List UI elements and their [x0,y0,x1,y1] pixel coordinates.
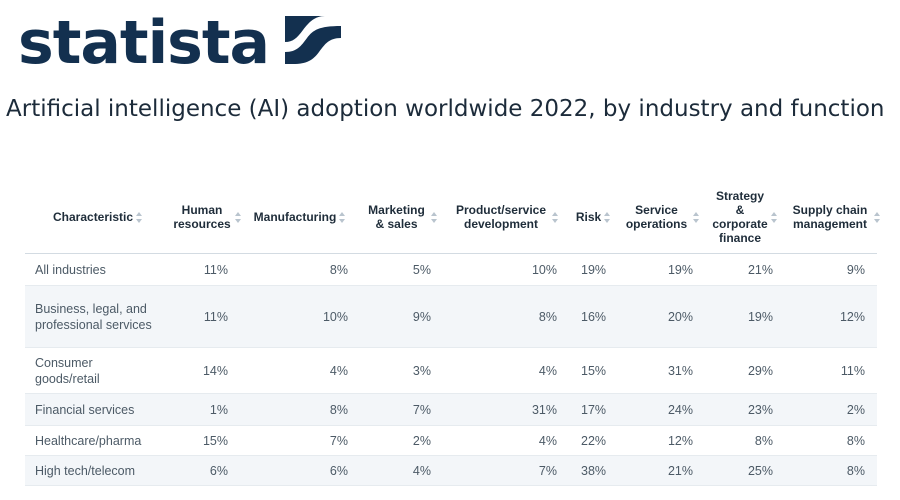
brand-wordmark: statista [18,8,270,78]
table-cell: 11% [168,253,240,286]
table-cell: 19% [618,253,705,286]
table-cell: 20% [618,285,705,348]
table-cell: 38% [569,455,618,486]
column-header-label: Manufacturing [253,210,337,224]
column-header[interactable]: Supply chain management [785,181,880,254]
sort-icon[interactable] [430,211,438,223]
sort-icon[interactable] [771,211,778,223]
table-row: High tech/telecom 6% 6% 4% 7% 38% 21% 25% 8% [25,455,877,486]
table-cell: 25% [705,455,785,486]
table-cell: 16% [569,285,618,348]
statista-logo-icon [285,16,342,70]
table-cell: 15% [569,347,618,394]
column-header[interactable]: Product/service development [443,181,569,254]
table-cell: 19% [569,253,618,286]
table-cell: 24% [618,393,705,426]
sort-icon[interactable] [604,211,611,223]
chart-title: Artificial intelligence (AI) adoption wo… [6,96,885,122]
table-cell: 2% [785,393,877,426]
table-cell: 21% [705,253,785,286]
column-header-label: Product/service development [455,203,547,231]
table-cell: 19% [705,285,785,348]
column-header[interactable]: Service operations [618,181,705,254]
column-header[interactable]: Risk [569,181,618,254]
table-row: Financial services 1% 8% 7% 31% 17% 24% 23% 2% [25,393,877,426]
column-header-label: Risk [575,210,602,224]
table-cell: 6% [240,455,360,486]
brand-header: statista [18,8,342,78]
table-cell: 7% [360,393,443,426]
table-cell: 4% [443,425,569,456]
column-header[interactable]: Human resources [168,181,242,254]
table-cell: 12% [618,425,705,456]
table-row: Healthcare/pharma 15% 7% 2% 4% 22% 12% 8% 8% [25,425,877,456]
column-header[interactable]: Marketing & sales [360,181,443,254]
table-cell: 10% [443,253,569,286]
table-header-row: Characteristic Human resources Manufacturi… [25,181,880,254]
table-row: Consumer goods/retail 14% 4% 3% 4% 15% 31% 29% 1… [25,347,877,394]
row-label: Business, legal, and professional servic… [25,285,168,348]
table-cell: 12% [785,285,877,348]
table-cell: 7% [443,455,569,486]
row-label: High tech/telecom [25,455,168,486]
table-cell: 21% [618,455,705,486]
sort-icon[interactable] [339,211,346,223]
table-cell: 9% [360,285,443,348]
column-header[interactable]: Manufacturing [240,181,360,254]
table-cell: 3% [360,347,443,394]
table-cell: 5% [360,253,443,286]
sort-icon[interactable] [551,211,559,223]
column-header-label: Supply chain management [792,203,868,231]
column-header-label: Human resources [173,203,231,231]
table-cell: 29% [705,347,785,394]
column-header-label: Marketing & sales [368,203,425,231]
column-header-label: Strategy & corporate finance [712,189,768,245]
sort-icon[interactable] [235,211,242,223]
table-cell: 8% [785,425,877,456]
table-cell: 8% [240,253,360,286]
column-header[interactable]: Strategy & corporate finance [705,181,785,254]
table-row: All industries 11% 8% 5% 10% 19% 19% 21% 9% [25,253,877,286]
sort-icon[interactable] [136,211,143,223]
table-cell: 8% [240,393,360,426]
table-cell: 8% [785,455,877,486]
table-cell: 10% [240,285,360,348]
table-cell: 4% [240,347,360,394]
table-cell: 22% [569,425,618,456]
table-cell: 1% [168,393,240,426]
row-label: All industries [25,253,168,286]
table-cell: 31% [443,393,569,426]
table-cell: 31% [618,347,705,394]
table-cell: 7% [240,425,360,456]
table-cell: 4% [360,455,443,486]
table-cell: 2% [360,425,443,456]
table-cell: 14% [168,347,240,394]
table-cell: 11% [168,285,240,348]
table-row: Business, legal, and professional servic… [25,285,877,348]
table-body: All industries 11% 8% 5% 10% 19% 19% 21% 9% Busin… [25,253,877,486]
table-cell: 8% [443,285,569,348]
data-table: Characteristic Human resources Manufacturi… [25,181,880,486]
sort-icon[interactable] [874,211,881,223]
data-table-container: Characteristic Human resources Manufacturi… [25,181,880,486]
table-cell: 15% [168,425,240,456]
column-header-label: Service operations [625,203,688,231]
table-cell: 17% [569,393,618,426]
row-label: Financial services [25,393,168,426]
table-cell: 4% [443,347,569,394]
table-cell: 23% [705,393,785,426]
column-header-label: Characteristic [53,210,134,224]
sort-icon[interactable] [692,211,700,223]
table-cell: 8% [705,425,785,456]
row-label: Consumer goods/retail [25,347,168,394]
table-cell: 9% [785,253,877,286]
row-label: Healthcare/pharma [25,425,168,456]
table-cell: 6% [168,455,240,486]
table-cell: 11% [785,347,877,394]
column-header[interactable]: Characteristic [25,181,168,254]
